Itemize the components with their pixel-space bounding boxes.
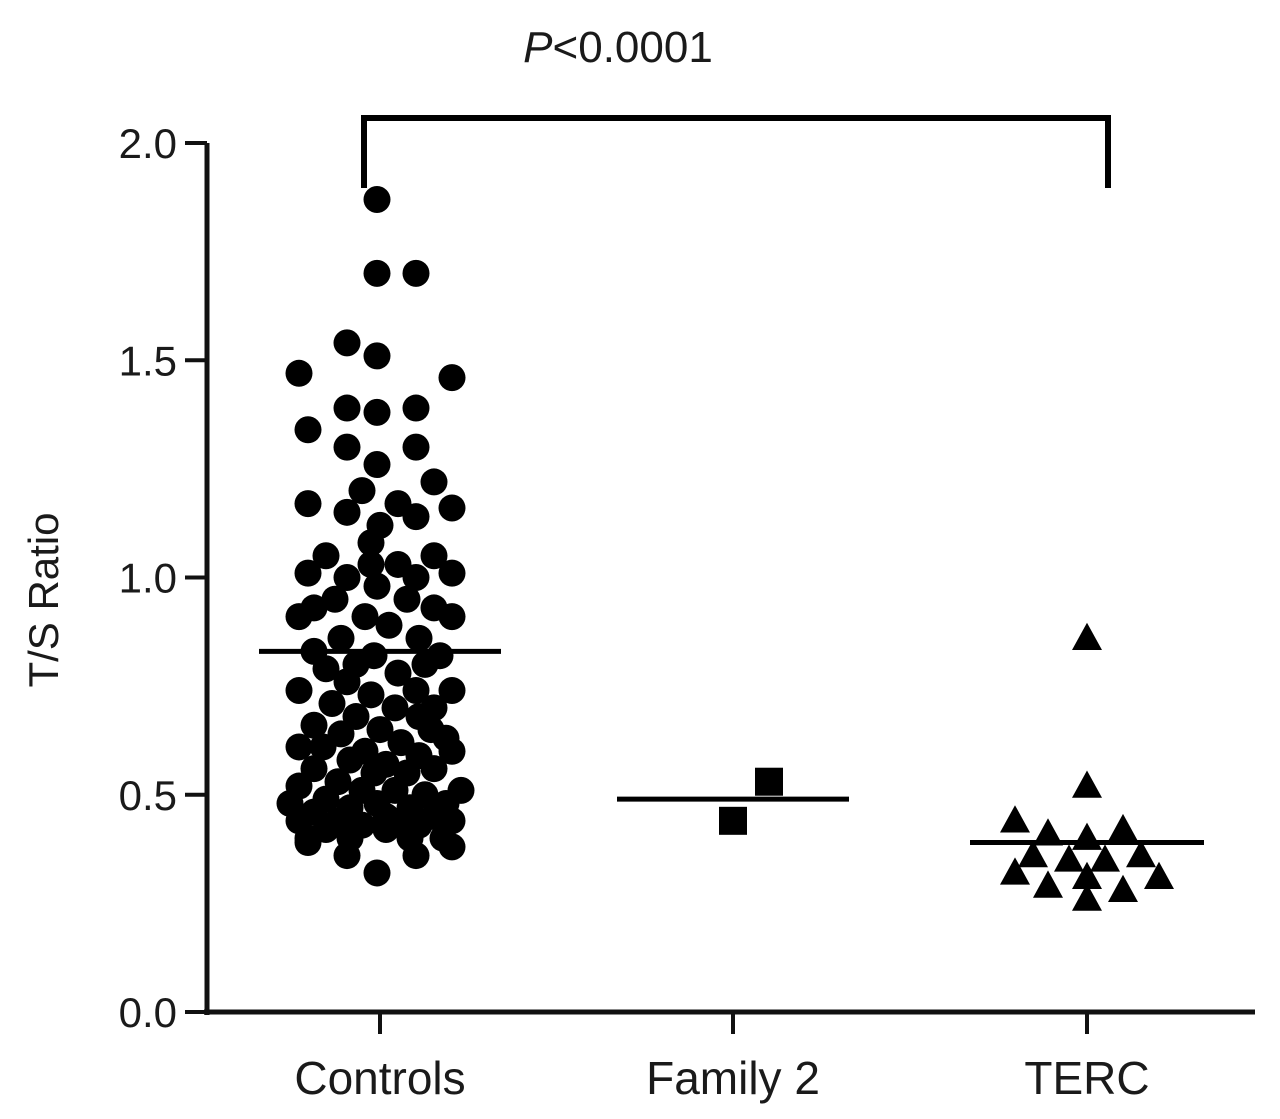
data-point-circle bbox=[402, 564, 430, 591]
data-point-circle bbox=[363, 859, 391, 887]
data-point-circle bbox=[363, 398, 391, 426]
data-point-circle bbox=[363, 342, 391, 370]
y-tick-label: 0.5 bbox=[119, 772, 177, 819]
y-tick-label: 1.0 bbox=[119, 555, 177, 602]
data-point-triangle bbox=[1108, 813, 1138, 842]
data-point-circle bbox=[366, 716, 394, 744]
data-point-triangle bbox=[1126, 839, 1156, 868]
x-category-label: Controls bbox=[294, 1052, 465, 1104]
data-point-circle bbox=[327, 624, 355, 652]
data-point-circle bbox=[363, 185, 391, 213]
data-point-circle bbox=[375, 611, 403, 639]
data-point-circle bbox=[384, 659, 412, 687]
data-point-circle bbox=[336, 746, 364, 774]
data-point-circle bbox=[363, 451, 391, 479]
data-point-circle bbox=[438, 737, 466, 765]
data-point-circle bbox=[318, 690, 346, 718]
data-point-circle bbox=[333, 498, 361, 526]
data-point-circle bbox=[351, 603, 379, 631]
data-point-triangle bbox=[1054, 844, 1084, 872]
y-tick-label: 1.5 bbox=[119, 337, 177, 384]
data-point-circle bbox=[405, 624, 433, 652]
data-points bbox=[276, 185, 1174, 911]
data-point-circle bbox=[333, 329, 361, 357]
data-point-square bbox=[755, 767, 783, 796]
significance-bracket bbox=[361, 115, 1111, 188]
data-point-circle bbox=[312, 655, 340, 683]
data-point-circle bbox=[420, 468, 448, 496]
data-point-circle bbox=[402, 259, 430, 287]
data-point-circle bbox=[294, 490, 322, 518]
data-point-circle bbox=[363, 572, 391, 600]
p-value-text: <0.0001 bbox=[553, 23, 713, 72]
data-point-circle bbox=[348, 477, 376, 505]
data-point-triangle bbox=[1090, 844, 1120, 872]
mean-lines bbox=[259, 648, 1204, 846]
data-point-circle bbox=[333, 668, 361, 696]
data-point-circle bbox=[402, 842, 430, 870]
data-point-triangle bbox=[1033, 870, 1063, 898]
data-point-triangle bbox=[1018, 839, 1048, 868]
data-point-triangle bbox=[1108, 874, 1138, 903]
data-point-triangle bbox=[1072, 622, 1102, 651]
x-category-label: Family 2 bbox=[646, 1052, 820, 1104]
data-point-circle bbox=[312, 542, 340, 570]
data-point-circle bbox=[420, 542, 448, 570]
data-point-circle bbox=[411, 650, 439, 678]
data-point-circle bbox=[402, 676, 430, 704]
data-point-triangle bbox=[1000, 857, 1030, 885]
data-point-circle bbox=[363, 259, 391, 287]
data-point-circle bbox=[357, 681, 385, 709]
data-point-circle bbox=[402, 503, 430, 531]
data-point-circle bbox=[285, 603, 313, 631]
axes: 0.0 0.5 1.0 1.5 2.0 Controls Family 2 TERC bbox=[119, 120, 1255, 1104]
data-point-circle bbox=[321, 585, 349, 613]
data-point-triangle bbox=[1072, 883, 1102, 911]
data-point-circle bbox=[381, 694, 409, 722]
p-value-label: P<0.0001 bbox=[523, 23, 713, 72]
data-point-circle bbox=[420, 755, 448, 783]
data-point-circle bbox=[357, 529, 385, 557]
data-point-circle bbox=[309, 733, 337, 761]
data-point-circle bbox=[393, 585, 421, 613]
data-point-circle bbox=[402, 394, 430, 422]
data-point-circle bbox=[294, 559, 322, 587]
data-point-circle bbox=[285, 676, 313, 704]
y-tick-label: 0.0 bbox=[119, 989, 177, 1036]
data-point-triangle bbox=[1072, 770, 1102, 798]
data-point-square bbox=[719, 806, 747, 835]
significance-annotation bbox=[361, 115, 1111, 188]
y-axis-title: T/S Ratio bbox=[20, 512, 67, 687]
data-point-circle bbox=[438, 364, 466, 392]
data-point-triangle bbox=[1072, 861, 1102, 890]
data-point-circle bbox=[357, 550, 385, 578]
data-point-circle bbox=[294, 416, 322, 444]
data-point-circle bbox=[285, 733, 313, 761]
p-value-prefix: P bbox=[523, 23, 553, 72]
data-point-circle bbox=[372, 816, 400, 844]
data-point-circle bbox=[333, 842, 361, 870]
data-point-triangle bbox=[1144, 861, 1174, 890]
data-point-circle bbox=[438, 833, 466, 861]
data-point-circle bbox=[333, 394, 361, 422]
data-point-circle bbox=[333, 564, 361, 591]
x-category-label: TERC bbox=[1024, 1052, 1149, 1104]
data-point-circle bbox=[333, 433, 361, 461]
data-point-circle bbox=[438, 603, 466, 631]
data-point-circle bbox=[300, 711, 328, 739]
data-point-triangle bbox=[1033, 818, 1063, 846]
data-point-circle bbox=[438, 676, 466, 704]
data-point-circle bbox=[294, 829, 322, 857]
data-point-circle bbox=[285, 359, 313, 387]
data-point-triangle bbox=[1000, 805, 1030, 833]
data-point-circle bbox=[402, 433, 430, 461]
y-tick-label: 2.0 bbox=[119, 120, 177, 167]
data-point-circle bbox=[438, 559, 466, 587]
data-point-circle bbox=[438, 494, 466, 522]
data-point-triangle bbox=[1072, 822, 1102, 850]
